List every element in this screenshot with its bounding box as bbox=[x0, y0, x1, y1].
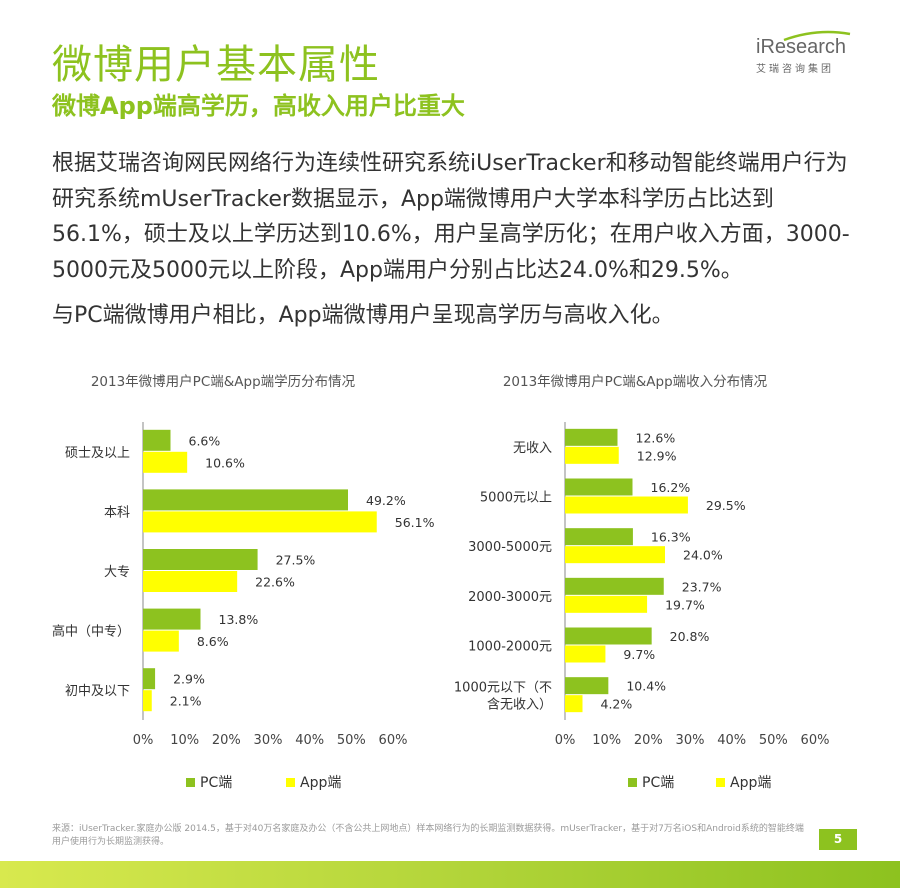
bar-app bbox=[565, 695, 583, 713]
x-tick-label: 20% bbox=[212, 733, 241, 748]
iresearch-logo: iResearch 艾瑞咨询集团 bbox=[756, 30, 851, 75]
bar-app bbox=[143, 690, 152, 712]
data-label: 24.0% bbox=[683, 548, 723, 563]
x-tick-label: 30% bbox=[676, 733, 705, 748]
bar-app bbox=[565, 546, 665, 564]
data-label: 23.7% bbox=[682, 579, 722, 594]
category-label: 含无收入） bbox=[487, 697, 552, 713]
category-label: 1000元以下（不 bbox=[454, 681, 552, 696]
x-tick-label: 50% bbox=[337, 733, 366, 748]
bar-pc bbox=[565, 577, 664, 595]
chart-svg: 2013年微博用户PC端&App端学历分布情况 0% 10% 20% 30% 40% 50%… bbox=[52, 373, 435, 791]
bar-pc bbox=[143, 429, 171, 451]
data-label: 4.2% bbox=[601, 697, 633, 712]
chart-title: 2013年微博用户PC端&App端学历分布情况 bbox=[91, 373, 356, 390]
legend-swatch-app bbox=[286, 778, 295, 787]
data-label: 20.8% bbox=[670, 629, 710, 644]
chart-title: 2013年微博用户PC端&App端收入分布情况 bbox=[503, 373, 768, 390]
bar-pc bbox=[565, 428, 618, 446]
legend-label: PC端 bbox=[200, 775, 232, 791]
category-label: 大专 bbox=[104, 565, 130, 580]
data-label: 8.6% bbox=[197, 634, 229, 649]
bar-app bbox=[565, 446, 619, 464]
legend-label: PC端 bbox=[642, 775, 674, 791]
category-label: 1000-2000元 bbox=[468, 640, 552, 655]
legend-swatch-pc bbox=[186, 778, 195, 787]
logo-swoosh-icon bbox=[783, 30, 851, 42]
x-tick-label: 10% bbox=[170, 733, 199, 748]
bar-pc bbox=[143, 608, 201, 630]
bar-pc bbox=[143, 668, 156, 690]
category-label: 3000-5000元 bbox=[468, 540, 552, 555]
page-subtitle: 微博App端高学历，高收入用户比重大 bbox=[52, 92, 465, 120]
body-text: 根据艾瑞咨询网民网络行为连续性研究系统iUserTracker和移动智能终端用户… bbox=[52, 146, 852, 334]
data-label: 19.7% bbox=[665, 597, 705, 612]
footer-bar bbox=[0, 861, 900, 888]
category-label: 本科 bbox=[104, 505, 130, 520]
bar-pc bbox=[565, 478, 633, 496]
data-label: 16.3% bbox=[651, 530, 691, 545]
x-tick-label: 0% bbox=[555, 733, 576, 748]
page-title: 微博用户基本属性 bbox=[52, 42, 380, 88]
data-label: 10.4% bbox=[626, 679, 666, 694]
x-tick-label: 10% bbox=[592, 733, 621, 748]
data-label: 2.9% bbox=[173, 672, 205, 687]
data-label: 16.2% bbox=[651, 480, 691, 495]
data-label: 27.5% bbox=[276, 553, 316, 568]
x-tick-label: 50% bbox=[759, 733, 788, 748]
category-label: 硕士及以上 bbox=[65, 446, 130, 461]
data-label: 29.5% bbox=[706, 498, 746, 513]
x-tick-label: 20% bbox=[634, 733, 663, 748]
body-paragraph-1: 根据艾瑞咨询网民网络行为连续性研究系统iUserTracker和移动智能终端用户… bbox=[52, 151, 850, 283]
category-label: 5000元以上 bbox=[480, 491, 552, 506]
chart-svg: 2013年微博用户PC端&App端收入分布情况 0% 10% 20% 30% 40% 50%… bbox=[454, 373, 830, 791]
body-paragraph-2: 与PC端微博用户相比，App端微博用户呈现高学历与高收入化。 bbox=[52, 303, 674, 328]
x-tick-label: 60% bbox=[801, 733, 830, 748]
legend-swatch-pc bbox=[628, 778, 637, 787]
bar-app bbox=[565, 595, 648, 613]
bar-app bbox=[565, 645, 606, 663]
bar-pc bbox=[143, 489, 348, 511]
data-label: 12.6% bbox=[636, 430, 676, 445]
education-chart: 2013年微博用户PC端&App端学历分布情况 0% 10% 20% 30% 40% 50%… bbox=[40, 360, 440, 800]
data-label: 9.7% bbox=[623, 647, 655, 662]
category-label: 2000-3000元 bbox=[468, 590, 552, 605]
bar-pc bbox=[143, 549, 258, 570]
legend-label: App端 bbox=[300, 775, 341, 791]
bar-app bbox=[143, 571, 238, 592]
x-tick-label: 60% bbox=[379, 733, 408, 748]
x-tick-label: 30% bbox=[254, 733, 283, 748]
x-tick-label: 0% bbox=[133, 733, 154, 748]
category-label: 初中及以下 bbox=[65, 684, 130, 699]
data-label: 22.6% bbox=[255, 575, 295, 590]
data-label: 10.6% bbox=[205, 455, 245, 470]
bar-pc bbox=[565, 677, 609, 695]
bar-pc bbox=[565, 627, 652, 645]
income-chart: 2013年微博用户PC端&App端收入分布情况 0% 10% 20% 30% 40% 50%… bbox=[440, 360, 860, 800]
x-tick-label: 40% bbox=[717, 733, 746, 748]
bar-app bbox=[143, 511, 377, 533]
data-label: 6.6% bbox=[189, 433, 221, 448]
page-number: 5 bbox=[819, 829, 857, 850]
source-note: 来源：iUserTracker.家庭办公版 2014.5，基于对40万名家庭及办… bbox=[52, 824, 804, 847]
data-label: 13.8% bbox=[219, 612, 259, 627]
category-label: 无收入 bbox=[513, 441, 552, 456]
data-label: 49.2% bbox=[366, 493, 406, 508]
x-tick-label: 40% bbox=[295, 733, 324, 748]
data-label: 56.1% bbox=[395, 515, 435, 530]
bar-pc bbox=[565, 528, 633, 546]
logo-text: iResearch bbox=[756, 36, 847, 58]
bar-app bbox=[143, 451, 188, 473]
category-label: 高中（中专） bbox=[52, 624, 130, 640]
legend-label: App端 bbox=[730, 775, 771, 791]
legend-swatch-app bbox=[716, 778, 725, 787]
bar-app bbox=[143, 630, 179, 652]
bar-app bbox=[565, 496, 688, 514]
logo-chinese-text: 艾瑞咨询集团 bbox=[756, 64, 834, 75]
data-label: 12.9% bbox=[637, 448, 677, 463]
data-label: 2.1% bbox=[170, 694, 202, 709]
